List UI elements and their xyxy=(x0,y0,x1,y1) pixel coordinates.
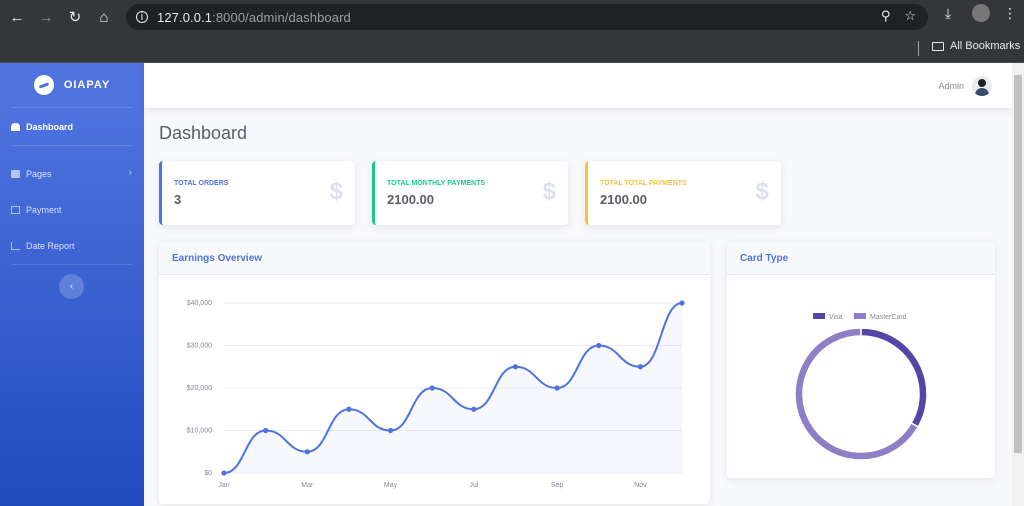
sidebar-item-date-report[interactable]: Date Report xyxy=(0,228,144,264)
earnings-overview-card: Earnings Overview $0 $10,000 $20,000 $30,00… xyxy=(159,242,710,504)
reload-icon[interactable]: ↻ xyxy=(68,9,82,26)
stat-value: 2100.00 xyxy=(600,192,647,207)
legend-label[interactable]: Visa xyxy=(829,314,843,321)
data-point[interactable] xyxy=(596,342,602,349)
data-point[interactable] xyxy=(471,406,477,412)
stat-card-total-orders: TOTAL ORDERS 3 $ xyxy=(159,161,355,225)
legend-swatch xyxy=(813,313,825,319)
brand-logo-icon xyxy=(33,75,54,95)
dashboard-icon xyxy=(11,123,20,131)
forward-icon[interactable]: → xyxy=(38,8,54,26)
download-icon[interactable]: ⤓ xyxy=(944,4,952,21)
y-tick-label: $40,000 xyxy=(187,300,212,307)
chevron-right-icon: › xyxy=(128,167,132,178)
y-tick-label: $0 xyxy=(204,470,212,477)
data-point[interactable] xyxy=(429,385,435,391)
sidebar-item-pages[interactable]: Pages › xyxy=(0,156,144,192)
pie-slice-visa[interactable] xyxy=(860,327,928,429)
data-point[interactable] xyxy=(387,427,394,434)
home-icon[interactable]: ⌂ xyxy=(99,8,109,26)
bookmark-star-icon[interactable]: ☆ xyxy=(904,8,916,23)
address-bar[interactable]: i 127.0.0.1:8000/admin/dashboard ⚲ ☆ xyxy=(126,4,928,30)
sidebar-divider xyxy=(12,264,132,265)
back-icon[interactable]: ← xyxy=(9,8,25,26)
legend-label[interactable]: MasterCard xyxy=(870,314,907,321)
stat-label: TOTAL MONTHLY PAYMENTS xyxy=(387,180,486,187)
url-path: :8000/admin/dashboard xyxy=(212,9,351,25)
sidebar-item-label: Pages xyxy=(26,169,52,179)
x-tick-label: Nov xyxy=(634,482,647,489)
series-line xyxy=(223,302,683,474)
url-text[interactable]: 127.0.0.1:8000/admin/dashboard xyxy=(157,10,351,25)
stat-label: TOTAL TOTAL PAYMENTS xyxy=(600,180,687,187)
sidebar: OIAPAY Dashboard Pages › Payment Date Re… xyxy=(0,63,144,506)
all-bookmarks-label: All Bookmarks xyxy=(950,40,1021,52)
folder-icon xyxy=(11,170,20,178)
sidebar-item-label: Payment xyxy=(26,205,62,215)
data-point[interactable] xyxy=(221,470,227,476)
data-point[interactable] xyxy=(679,300,685,306)
chart-icon xyxy=(11,242,20,250)
sidebar-divider xyxy=(12,145,132,146)
page-scrollbar[interactable] xyxy=(1012,63,1024,506)
data-point[interactable] xyxy=(512,364,519,370)
pie-slice-mastercard[interactable] xyxy=(794,327,920,461)
brand-name: OIAPAY xyxy=(63,79,111,91)
avatar[interactable] xyxy=(972,75,992,96)
sidebar-item-label: Date Report xyxy=(26,241,75,251)
card-type-donut-chart: Visa MasterCard xyxy=(794,313,928,461)
topbar: Admin xyxy=(144,63,1012,108)
dollar-icon: $ xyxy=(329,178,343,205)
browser-toolbar: ← → ↻ ⌂ i 127.0.0.1:8000/admin/dashboard… xyxy=(0,0,1024,34)
folder-icon xyxy=(932,41,944,51)
y-tick-label: $20,000 xyxy=(187,385,212,392)
x-tick-label: Mar xyxy=(301,482,314,489)
bookmarks-bar: All Bookmarks xyxy=(0,34,1024,63)
sidebar-item-dashboard[interactable]: Dashboard xyxy=(0,109,144,145)
data-point[interactable] xyxy=(263,427,269,434)
earnings-overview-title: Earnings Overview xyxy=(159,242,710,275)
earnings-area-chart: $0 $10,000 $20,000 $30,000 $40,000 Jan Mar May J… xyxy=(187,300,685,489)
sidebar-brand[interactable]: OIAPAY xyxy=(12,63,132,108)
legend-swatch xyxy=(854,313,866,319)
x-tick-label: Sep xyxy=(551,482,564,489)
data-point[interactable] xyxy=(346,406,352,412)
dollar-icon: $ xyxy=(542,178,556,205)
site-info-icon[interactable]: i xyxy=(136,11,148,23)
chevron-left-icon: ‹ xyxy=(69,281,74,292)
zoom-icon[interactable]: ⚲ xyxy=(880,8,891,23)
user-name[interactable]: Admin xyxy=(938,80,964,91)
dollar-icon: $ xyxy=(755,178,769,205)
sidebar-item-label: Dashboard xyxy=(26,122,74,132)
table-icon xyxy=(11,206,20,214)
x-tick-label: May xyxy=(384,482,398,489)
area-fill xyxy=(224,303,682,473)
stat-value: 2100.00 xyxy=(387,192,434,207)
data-point[interactable] xyxy=(554,385,560,391)
data-point[interactable] xyxy=(304,449,310,455)
page-title: Dashboard xyxy=(159,123,248,143)
bookmarks-divider xyxy=(918,41,919,56)
card-type-card: Card Type Visa MasterCard xyxy=(727,242,995,478)
sidebar-item-payment[interactable]: Payment xyxy=(0,192,144,228)
stat-card-total-payments: TOTAL TOTAL PAYMENTS 2100.00 $ xyxy=(585,161,781,225)
stat-label: TOTAL ORDERS xyxy=(174,180,229,187)
menu-icon[interactable]: ⋮ xyxy=(1003,4,1017,21)
x-tick-label: Jan xyxy=(218,482,229,489)
profile-avatar[interactable] xyxy=(972,4,990,22)
y-tick-label: $10,000 xyxy=(187,428,212,435)
stat-card-monthly-payments: TOTAL MONTHLY PAYMENTS 2100.00 $ xyxy=(372,161,568,225)
url-host: 127.0.0.1 xyxy=(157,9,213,25)
data-point[interactable] xyxy=(637,364,643,370)
all-bookmarks-button[interactable]: All Bookmarks xyxy=(932,40,1020,52)
scrollbar-thumb[interactable] xyxy=(1014,75,1022,453)
sidebar-toggle-button[interactable]: ‹ xyxy=(59,274,84,299)
stat-value: 3 xyxy=(174,192,182,207)
y-tick-label: $30,000 xyxy=(187,343,212,350)
x-tick-label: Jul xyxy=(469,482,478,489)
card-type-title: Card Type xyxy=(727,242,995,275)
